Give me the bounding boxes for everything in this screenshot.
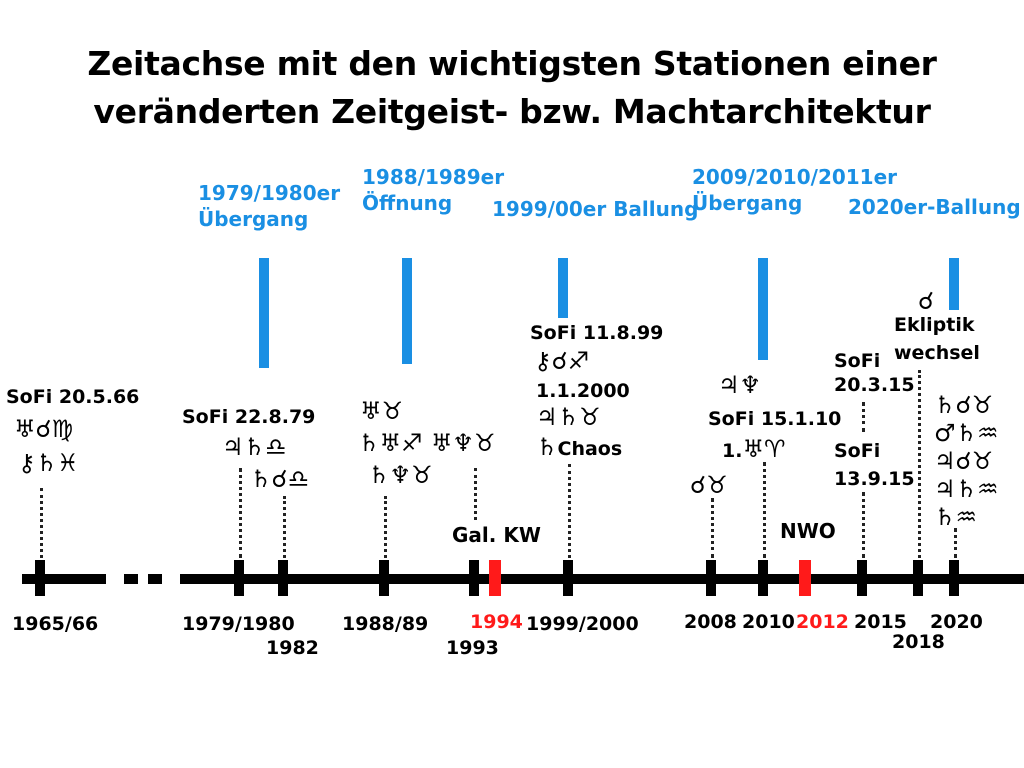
tick-1993 — [469, 560, 479, 596]
connector-2018 — [918, 370, 921, 558]
tick-2010 — [758, 560, 768, 596]
year-1965: 1965/66 — [12, 613, 99, 635]
connector-1979 — [239, 468, 242, 558]
event-2015-label-1: SoFi — [834, 350, 881, 372]
phase-1979-line1: 1979/1980er — [198, 181, 341, 205]
phase-2009: 2009/2010/2011er Übergang — [692, 164, 897, 216]
title-line-1: Zeitachse mit den wichtigsten Stationen … — [87, 44, 937, 83]
connector-2015-upper — [862, 402, 865, 432]
event-2020-symbol-0: ☌ — [918, 287, 935, 315]
tick-2018 — [913, 560, 923, 596]
tick-1994 — [489, 560, 501, 596]
year-1993: 1993 — [446, 637, 499, 659]
tick-2008 — [706, 560, 716, 596]
connector-2010 — [763, 462, 766, 558]
tick-2015 — [857, 560, 867, 596]
event-2008-symbols-1: ☌♉ — [690, 471, 728, 499]
connector-1993 — [474, 468, 477, 520]
axis-dash-2 — [148, 574, 162, 584]
event-2020-symbols-5: ♄♒ — [934, 503, 978, 531]
connector-1982 — [283, 496, 286, 558]
phase-1979-line2: Übergang — [198, 207, 309, 231]
event-1993-label: Gal. KW — [452, 523, 541, 547]
year-1982: 1982 — [266, 637, 319, 659]
tick-1982 — [278, 560, 288, 596]
year-2020: 2020 — [930, 611, 983, 633]
year-1979: 1979/1980 — [182, 613, 295, 635]
tick-1999 — [563, 560, 573, 596]
event-2020-symbols-4: ♃♄♒ — [934, 475, 999, 503]
event-2015-label-3: SoFi — [834, 440, 881, 462]
tick-1979 — [234, 560, 244, 596]
phase-bar-2009 — [758, 258, 768, 360]
event-2020-label-1: Ekliptik — [894, 314, 975, 336]
tick-2012 — [799, 560, 811, 596]
event-1999-chaos-label: Chaos — [557, 438, 623, 460]
page-title: Zeitachse mit den wichtigsten Stationen … — [0, 40, 1024, 136]
event-2020-symbols-2: ♂♄♒ — [934, 419, 999, 447]
connector-2008 — [711, 498, 714, 558]
connector-2015 — [862, 492, 865, 558]
event-1966-label: SoFi 20.5.66 — [6, 386, 140, 408]
event-1988-symbols-2: ♄♅♐ ♅♆♉ — [358, 429, 496, 457]
phase-bar-1999 — [558, 258, 568, 318]
year-2010: 2010 — [742, 611, 795, 633]
event-2015-label-4: 13.9.15 — [834, 468, 915, 490]
title-line-2: veränderten Zeitgeist- bzw. Machtarchite… — [93, 92, 931, 131]
tick-1988 — [379, 560, 389, 596]
event-2012-label: NWO — [780, 519, 836, 543]
phase-1979: 1979/1980er Übergang — [198, 180, 340, 232]
event-1988-symbols-1: ♅♉ — [360, 397, 404, 425]
tick-1965 — [35, 560, 45, 596]
phase-2009-line1: 2009/2010/2011er — [692, 165, 898, 189]
connector-2020 — [954, 528, 957, 558]
axis-segment-start — [22, 574, 106, 584]
event-2020-label-2: wechsel — [894, 342, 980, 364]
connector-1966 — [40, 488, 43, 558]
event-1979-symbols-1: ♃♄♎ — [222, 433, 287, 461]
year-2018: 2018 — [892, 631, 945, 653]
year-1999: 1999/2000 — [526, 613, 639, 635]
event-1979-label: SoFi 22.8.79 — [182, 406, 316, 428]
event-1999-chaos: ♄Chaos — [536, 432, 622, 462]
event-2020-symbols-3: ♃☌♉ — [934, 447, 994, 475]
phase-bar-1979 — [259, 258, 269, 368]
axis-dash-1 — [124, 574, 138, 584]
year-2012: 2012 — [796, 611, 849, 633]
axis-segment-main — [180, 574, 1024, 584]
event-2010-symbols-2: ♅♈ — [742, 435, 786, 463]
phase-1988: 1988/1989er Öffnung — [362, 164, 504, 216]
phase-2020: 2020er-Ballung — [848, 195, 1021, 219]
event-1999-label: SoFi 11.8.99 — [530, 322, 664, 344]
year-2008: 2008 — [684, 611, 737, 633]
event-1999-symbols-2: ♃♄♉ — [536, 403, 601, 431]
tick-2020 — [949, 560, 959, 596]
event-2010-label-2: 1. — [722, 440, 743, 462]
event-1966-symbols-2: ⚷♄♓ — [18, 449, 79, 477]
phase-1988-line1: 1988/1989er — [362, 165, 505, 189]
year-2015: 2015 — [854, 611, 907, 633]
year-1988: 1988/89 — [342, 613, 429, 635]
phase-1999: 1999/00er Ballung — [492, 197, 699, 221]
phase-bar-2020 — [949, 258, 959, 310]
year-1994: 1994 — [470, 611, 523, 633]
event-1988-symbols-3: ♄♆♉ — [368, 461, 433, 489]
phase-1988-line2: Öffnung — [362, 191, 453, 215]
phase-2009-line2: Übergang — [692, 191, 803, 215]
event-1999-symbols-3: ♄ — [536, 433, 558, 461]
event-2020-symbols-1: ♄☌♉ — [934, 391, 994, 419]
phase-bar-1988 — [402, 258, 412, 364]
event-1999-label-2: 1.1.2000 — [536, 380, 630, 402]
event-1966-symbols-1: ♅☌♍ — [14, 415, 74, 443]
connector-1999 — [568, 464, 571, 558]
event-2010-symbols-1: ♃♆ — [718, 371, 762, 399]
event-2010-label: SoFi 15.1.10 — [708, 408, 842, 430]
event-2010-line-2: 1.♅♈ — [722, 434, 785, 464]
connector-1988 — [384, 496, 387, 558]
event-2015-label-2: 20.3.15 — [834, 374, 915, 396]
event-1979-symbols-2: ♄☌♎ — [250, 465, 310, 493]
event-1999-symbols-1: ⚷☌♐ — [534, 347, 590, 375]
